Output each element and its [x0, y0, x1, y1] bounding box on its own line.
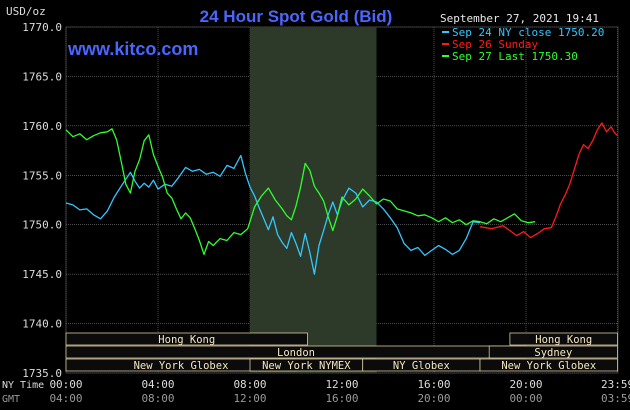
nymex-shading [250, 27, 377, 373]
session-label: London [277, 347, 315, 359]
x-tick-label-ny: 16:00 [417, 378, 450, 391]
session-bars: Hong Kong London New York Globex New York N… [65, 332, 618, 372]
x-tick-label-ny: 23:59 [601, 378, 630, 391]
session-label: NY Globex [393, 360, 450, 372]
y-tick-label: 1760.0 [22, 120, 62, 133]
y-axis: 1735.0 1740.0 1745.0 1750.0 1755.0 1760.0 1765… [22, 21, 62, 380]
x-tick-label-gmt: 03:59 [601, 392, 630, 405]
session-label: New York Globex [134, 360, 229, 372]
site-watermark: www.kitco.com [67, 39, 198, 59]
x-tick-label-gmt: 00:00 [509, 392, 542, 405]
x-tick-label-ny: 00:00 [49, 378, 82, 391]
y-tick-label: 1755.0 [22, 169, 62, 182]
timestamp: September 27, 2021 19:41 [440, 12, 599, 25]
legend-entry: Sep 24 NY close 1750.20 [452, 26, 604, 39]
series-line [65, 154, 481, 275]
session-bar [65, 332, 308, 346]
x-tick-label-gmt: 12:00 [233, 392, 266, 405]
x-tick-label-gmt: 16:00 [325, 392, 358, 405]
chart-title: 24 Hour Spot Gold (Bid) [200, 7, 393, 26]
x-tick-label-ny: 20:00 [509, 378, 542, 391]
session-label: Hong Kong [158, 334, 215, 346]
session-label: Sydney [534, 347, 572, 359]
x-tick-label-ny: 12:00 [325, 378, 358, 391]
x-tick-label-gmt: 20:00 [417, 392, 450, 405]
legend-entry: Sep 27 Last 1750.30 [452, 50, 578, 63]
y-tick-label: 1740.0 [22, 318, 62, 331]
price-series [65, 122, 618, 275]
y-tick-label: 1770.0 [22, 21, 62, 34]
series-line [479, 122, 618, 239]
session-bar [509, 332, 618, 346]
y-unit-label: USD/oz [6, 5, 46, 18]
x-tick-label-gmt: 04:00 [49, 392, 82, 405]
x-row-label-ny: NY Time [2, 380, 44, 391]
y-tick-label: 1750.0 [22, 219, 62, 232]
x-tick-label-ny: 04:00 [141, 378, 174, 391]
x-tick-label-gmt: 08:00 [141, 392, 174, 405]
y-tick-label: 1735.0 [22, 367, 62, 380]
session-label: New York NYMEX [262, 360, 351, 372]
nymex-shade-rect [250, 27, 377, 373]
session-label: New York Globex [501, 360, 596, 372]
series-line [65, 128, 536, 256]
session-label: Hong Kong [535, 334, 592, 346]
y-tick-label: 1765.0 [22, 70, 62, 83]
session-bar [479, 358, 618, 372]
session-bar [488, 345, 618, 359]
x-row-label-gmt: GMT [2, 394, 20, 405]
x-tick-label-ny: 08:00 [233, 378, 266, 391]
legend-entry: Sep 26 Sunday [452, 38, 538, 51]
y-tick-label: 1745.0 [22, 268, 62, 281]
x-axis: 00:0004:0004:0008:0008:0012:0012:0016:00… [2, 378, 630, 405]
